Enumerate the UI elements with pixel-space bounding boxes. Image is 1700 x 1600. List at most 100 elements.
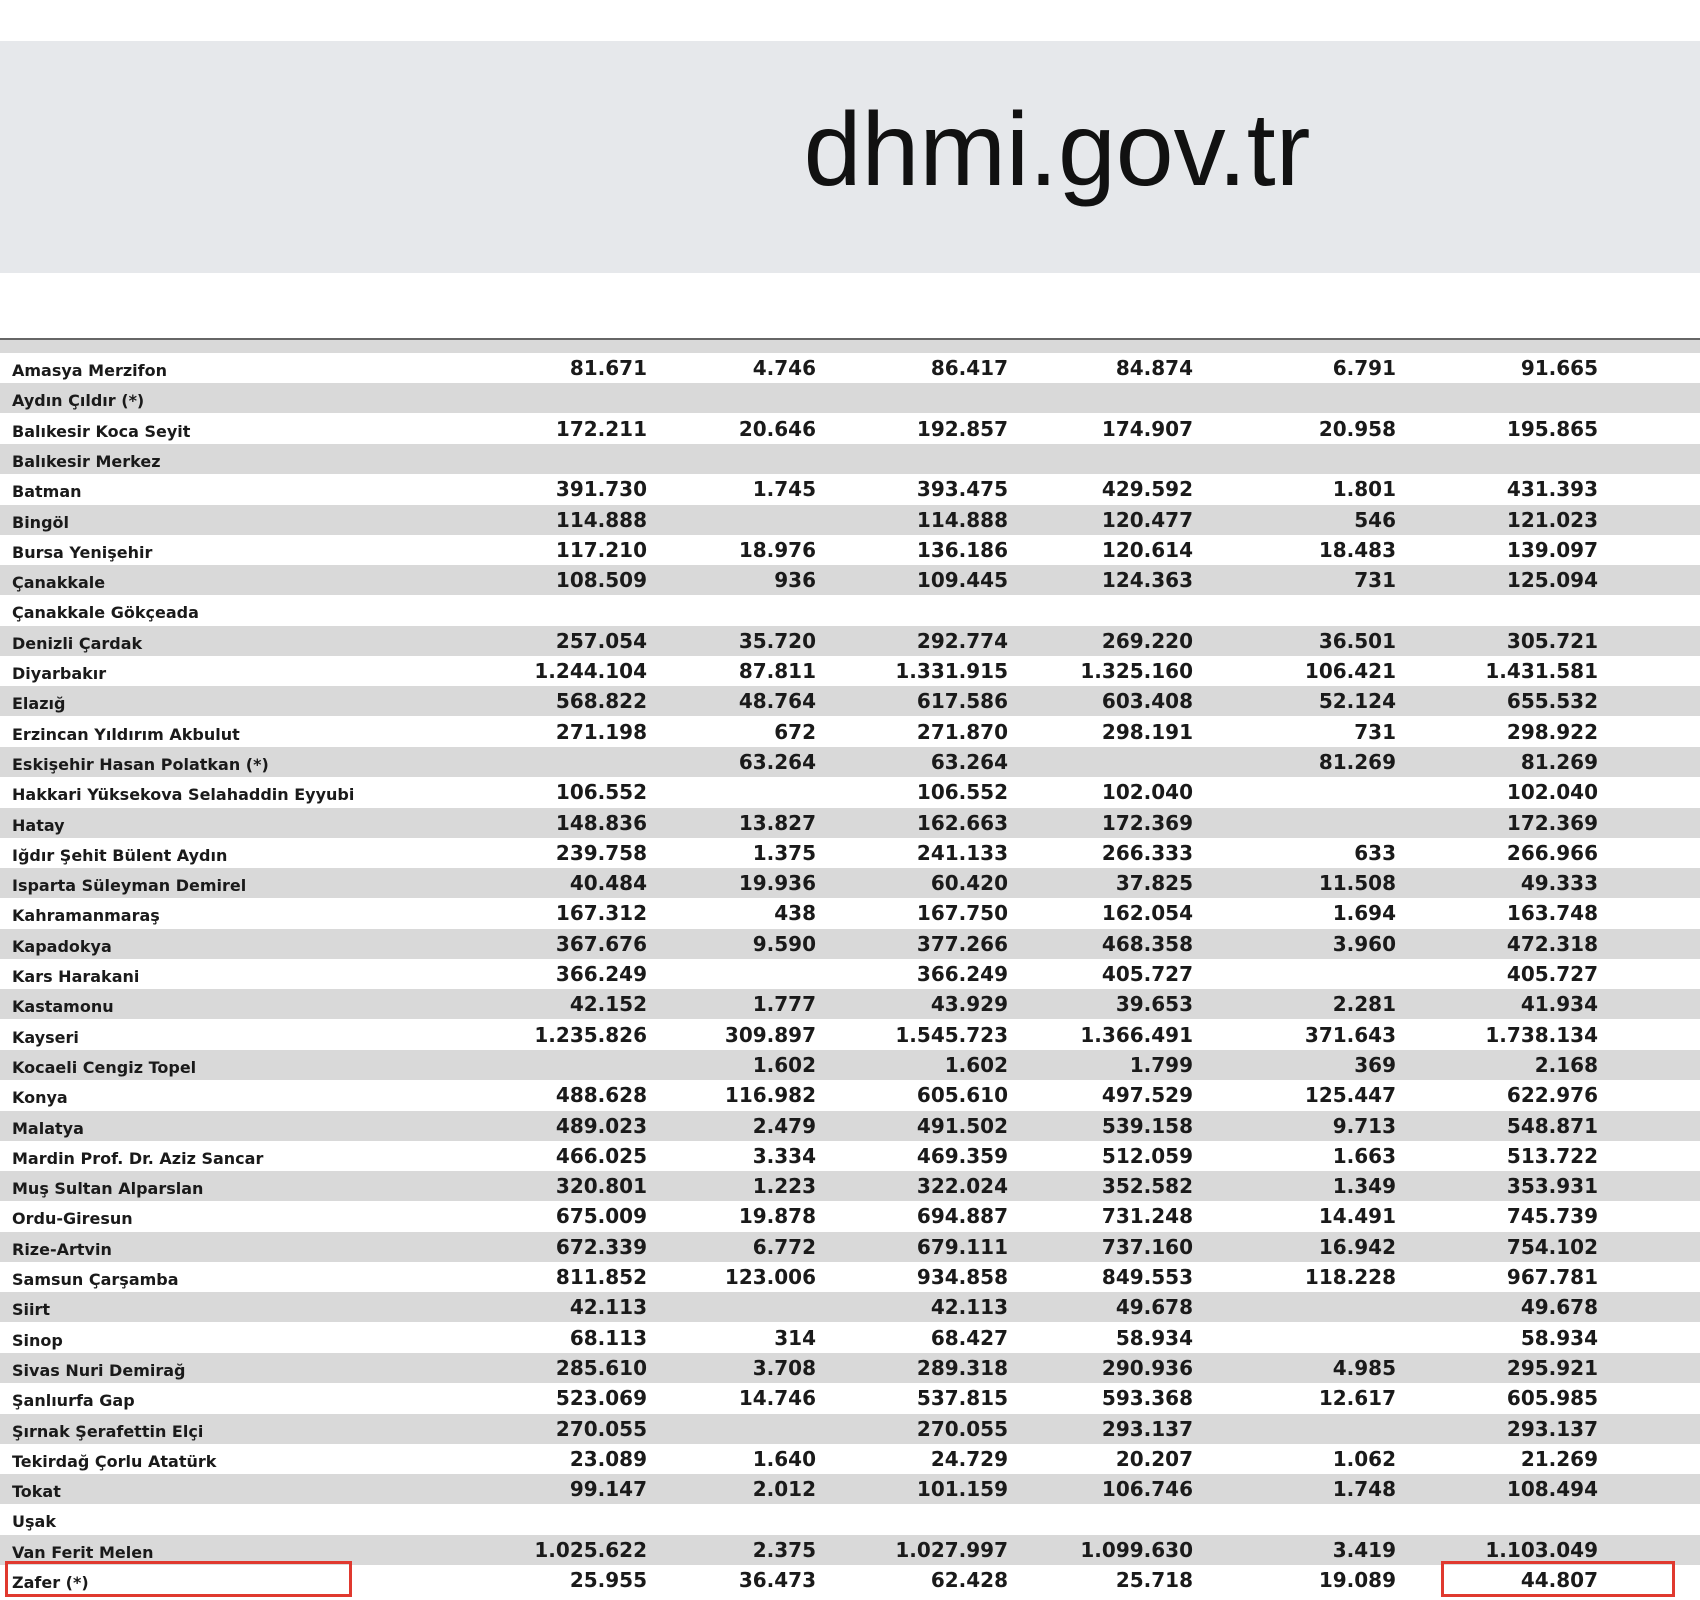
cell-value: 192.857 — [916, 416, 1008, 441]
cell-value: 11.508 — [1318, 871, 1396, 896]
cell-value: 116.982 — [724, 1083, 816, 1108]
airport-name: Hatay — [12, 815, 65, 835]
cell-value: 35.720 — [738, 628, 816, 653]
cell-value: 469.359 — [916, 1143, 1008, 1168]
table-row: Denizli Çardak 257.054 35.720 292.774 269.22… — [0, 625, 1700, 656]
cell-value: 174.907 — [1101, 416, 1193, 441]
table-row: Eskişehir Hasan Polatkan (*) 63.264 63.264… — [0, 746, 1700, 777]
table-row: Tokat 99.147 2.012 101.159 106.746 1.748 108.4… — [0, 1474, 1700, 1505]
cell-value: 1.777 — [752, 992, 816, 1017]
cell-value: 731.248 — [1101, 1204, 1193, 1229]
cell-value: 512.059 — [1101, 1143, 1193, 1168]
table-row: Sinop 68.113 314 68.427 58.934 58.934 — [0, 1323, 1700, 1353]
cell-value: 4.985 — [1332, 1355, 1396, 1380]
cell-value: 1.027.997 — [895, 1537, 1008, 1562]
airport-name: Hakkari Yüksekova Selahaddin Eyyubi — [12, 785, 355, 805]
airport-name: Balıkesir Merkez — [12, 451, 161, 471]
table-row: Diyarbakır 1.244.104 87.811 1.331.915 1.325.… — [0, 656, 1700, 686]
table-row: Zafer (*) 25.955 36.473 62.428 25.718 19.089 4… — [0, 1565, 1700, 1595]
cell-value: 13.827 — [738, 810, 816, 835]
cell-value: 539.158 — [1101, 1113, 1193, 1138]
cell-value: 393.475 — [916, 477, 1008, 502]
cell-value: 6.791 — [1332, 356, 1396, 380]
cell-value: 87.811 — [738, 659, 816, 683]
cell-value: 21.269 — [1520, 1446, 1598, 1471]
cell-value: 849.553 — [1101, 1265, 1193, 1289]
airport-name: Sinop — [12, 1330, 63, 1350]
airport-name: Elazığ — [12, 694, 66, 714]
table-row: Balıkesir Koca Seyit 172.211 20.646 192.857… — [0, 414, 1700, 444]
cell-value: 257.054 — [555, 628, 647, 653]
cell-value: 37.825 — [1115, 871, 1193, 896]
cell-value: 106.421 — [1304, 659, 1396, 683]
table-row: Bursa Yenişehir 117.210 18.976 136.186 120.6… — [0, 535, 1700, 565]
table-row: Konya 488.628 116.982 605.610 497.529 125.447… — [0, 1080, 1700, 1110]
site-banner — [0, 41, 1700, 273]
cell-value: 731 — [1354, 568, 1396, 593]
airport-name: Eskişehir Hasan Polatkan (*) — [12, 754, 269, 774]
cell-value: 737.160 — [1101, 1234, 1193, 1259]
cell-value: 4.746 — [752, 356, 816, 380]
airport-name: Kahramanmaraş — [12, 906, 160, 926]
cell-value: 269.220 — [1101, 628, 1193, 653]
cell-value: 1.025.622 — [534, 1537, 647, 1562]
cell-value: 295.921 — [1506, 1355, 1598, 1380]
airport-name: Şırnak Şerafettin Elçi — [12, 1421, 204, 1441]
airport-name: Tekirdağ Çorlu Atatürk — [12, 1451, 217, 1471]
cell-value: 81.269 — [1318, 749, 1396, 774]
table-row: Kahramanmaraş 167.312 438 167.750 162.054 1.6… — [0, 898, 1700, 928]
cell-value: 36.473 — [738, 1568, 816, 1592]
cell-value: 172.369 — [1101, 810, 1193, 835]
table-row: Van Ferit Melen 1.025.622 2.375 1.027.997 1.… — [0, 1534, 1700, 1565]
cell-value: 162.663 — [916, 810, 1008, 835]
cell-value: 42.152 — [569, 992, 647, 1017]
airport-name: Samsun Çarşamba — [12, 1270, 179, 1289]
cell-value: 172.211 — [555, 416, 647, 441]
cell-value: 270.055 — [555, 1416, 647, 1441]
cell-value: 48.764 — [738, 689, 816, 714]
cell-value: 1.375 — [752, 840, 816, 865]
table-row: Balıkesir Merkez — [0, 443, 1700, 474]
cell-value: 1.244.104 — [534, 659, 647, 683]
cell-value: 163.748 — [1506, 901, 1598, 926]
cell-value: 2.012 — [752, 1477, 816, 1502]
cell-value: 353.931 — [1506, 1174, 1598, 1199]
airport-name: Uşak — [12, 1512, 56, 1532]
cell-value: 1.545.723 — [895, 1022, 1008, 1047]
airport-name: Rize-Artvin — [12, 1239, 112, 1259]
cell-value: 136.186 — [916, 537, 1008, 562]
cell-value: 617.586 — [916, 689, 1008, 714]
cell-value: 117.210 — [555, 537, 647, 562]
data-table: Amasya Merzifon 81.671 4.746 86.417 84.874 6.… — [0, 338, 1700, 1600]
cell-value: 1.801 — [1332, 477, 1396, 502]
cell-value: 655.532 — [1506, 689, 1598, 714]
airport-name: Balıkesir Koca Seyit — [12, 421, 191, 441]
cell-value: 60.420 — [930, 871, 1008, 896]
cell-value: 367.676 — [555, 931, 647, 956]
cell-value: 429.592 — [1101, 477, 1193, 502]
cell-value: 86.417 — [930, 356, 1008, 380]
airport-name: Kapadokya — [12, 936, 112, 956]
cell-value: 121.023 — [1506, 507, 1598, 532]
cell-value: 25.955 — [569, 1568, 647, 1592]
cell-value: 1.099.630 — [1080, 1537, 1193, 1562]
airport-name: Muş Sultan Alparslan — [12, 1179, 204, 1199]
table-row: Çanakkale 108.509 936 109.445 124.363 731 125.… — [0, 565, 1700, 596]
airport-name: Batman — [12, 482, 82, 502]
airport-name: Kastamonu — [12, 997, 114, 1017]
cell-value: 603.408 — [1101, 689, 1193, 714]
airport-name: Ordu-Giresun — [12, 1209, 133, 1229]
table-row: Aydın Çıldır (*) — [0, 383, 1700, 414]
cell-value: 754.102 — [1506, 1234, 1598, 1259]
cell-value: 371.643 — [1304, 1022, 1396, 1047]
cell-value: 1.062 — [1332, 1446, 1396, 1471]
cell-value: 118.228 — [1304, 1265, 1396, 1289]
cell-value: 91.665 — [1520, 356, 1598, 380]
highlight-box — [5, 1561, 352, 1597]
cell-value: 694.887 — [916, 1204, 1008, 1229]
cell-value: 1.366.491 — [1080, 1022, 1193, 1047]
cell-value: 1.602 — [944, 1052, 1008, 1077]
cell-value: 63.264 — [738, 749, 816, 774]
table-row: Uşak — [0, 1504, 1700, 1534]
table-row: Batman 391.730 1.745 393.475 429.592 1.801 431… — [0, 474, 1700, 504]
